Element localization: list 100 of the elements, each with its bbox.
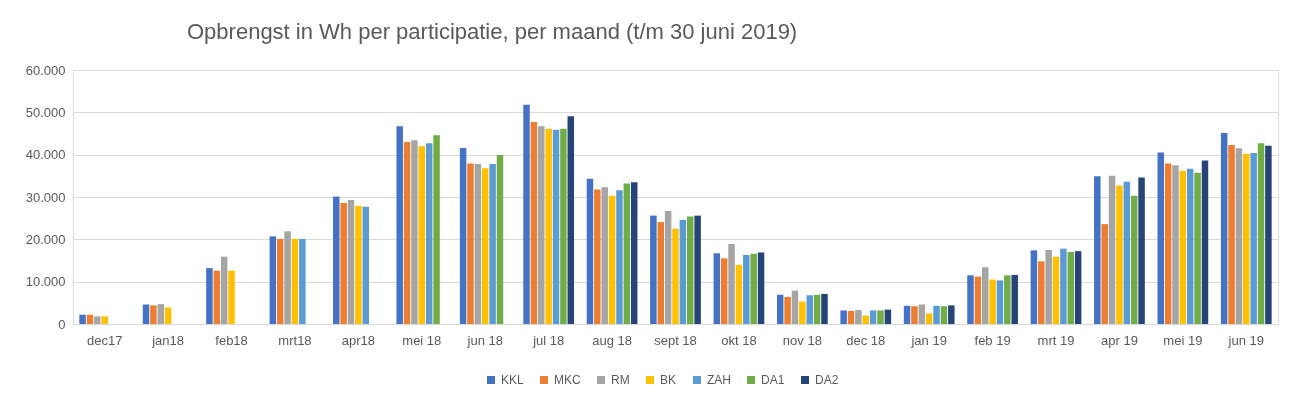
bar (840, 310, 847, 324)
bar (347, 199, 355, 324)
bar (299, 238, 306, 324)
bar (459, 147, 467, 324)
bar (623, 183, 631, 324)
bar (213, 270, 221, 324)
y-tick-label: 50.000 (25, 104, 66, 120)
bar (418, 146, 426, 324)
bar (791, 290, 799, 324)
bar (1187, 168, 1194, 324)
bar (728, 243, 735, 324)
bar (552, 129, 560, 324)
legend-label: RM (611, 373, 630, 387)
bar (425, 143, 433, 324)
bar (608, 195, 616, 324)
bar (694, 215, 701, 324)
legend-label: DA2 (815, 373, 839, 387)
bar (1179, 170, 1187, 324)
bar (206, 268, 213, 324)
bar (616, 190, 623, 324)
bar (467, 163, 474, 324)
bar (1116, 185, 1123, 324)
bar (933, 305, 940, 324)
bar (743, 255, 750, 324)
bar (757, 252, 765, 324)
legend-label: DA1 (761, 373, 785, 387)
bar (672, 228, 679, 324)
x-tick-label: jul 18 (532, 332, 565, 348)
x-tick-label: feb18 (215, 332, 248, 348)
bar (630, 182, 638, 324)
bar (496, 155, 504, 324)
bar (776, 294, 784, 324)
bar (94, 316, 101, 324)
x-tick-label: sept 18 (654, 332, 697, 348)
x-tick-label: dec 18 (846, 332, 886, 348)
bar (1094, 176, 1101, 324)
bar (362, 206, 370, 324)
legend-label: KKL (501, 373, 525, 387)
bar (1074, 251, 1082, 324)
bar (918, 304, 926, 324)
bar (996, 280, 1004, 324)
y-tick-label: 40.000 (25, 147, 66, 163)
bar (813, 294, 821, 324)
bar (164, 307, 172, 324)
bar (1265, 145, 1272, 324)
bar (869, 310, 877, 324)
bar (538, 126, 545, 324)
bar (403, 141, 411, 324)
bar (981, 267, 989, 324)
bar (847, 310, 855, 324)
bar (474, 163, 482, 324)
bar (884, 309, 892, 324)
bar (720, 258, 728, 324)
bar (735, 264, 743, 324)
bar (433, 135, 440, 324)
bar (489, 163, 496, 324)
x-tick-label: jan18 (151, 332, 185, 348)
legend-label: ZAH (707, 373, 731, 387)
bar (925, 313, 933, 324)
bar (157, 304, 164, 324)
bar (523, 104, 530, 324)
x-tick-label: aug 18 (592, 332, 632, 348)
bar (974, 276, 982, 324)
y-tick-label: 10.000 (25, 274, 66, 290)
bar (1235, 148, 1243, 324)
bar (855, 310, 862, 324)
bar (1243, 153, 1250, 324)
legend-label: MKC (554, 373, 581, 387)
x-tick-label: jun 19 (1227, 332, 1264, 348)
bar (806, 295, 813, 324)
legend-label: BK (660, 373, 677, 387)
bar (799, 301, 806, 324)
y-tick-label: 60.000 (25, 62, 66, 78)
bar (1060, 248, 1067, 324)
bar (877, 310, 884, 324)
x-tick-label: mrt 19 (1037, 332, 1075, 348)
bar (411, 140, 418, 324)
bar (291, 238, 299, 324)
bar (333, 196, 340, 324)
bar (101, 316, 108, 324)
bar (586, 178, 594, 324)
bar (594, 189, 601, 324)
y-tick-label: 0 (58, 316, 66, 332)
bar (560, 128, 567, 324)
bar (713, 253, 721, 324)
x-tick-label: okt 18 (721, 332, 757, 348)
bar (1030, 250, 1038, 324)
bar (396, 126, 403, 324)
x-tick-label: mrt18 (278, 332, 312, 348)
bar (1201, 160, 1209, 324)
bar (1052, 256, 1060, 324)
bar (750, 253, 757, 324)
bar (1067, 252, 1075, 324)
x-tick-label: apr 19 (1101, 332, 1138, 348)
x-tick-label: dec17 (87, 332, 123, 348)
bar (1194, 172, 1201, 324)
bar (228, 270, 235, 324)
bar (1220, 133, 1228, 324)
y-tick-label: 30.000 (25, 189, 66, 205)
chart-title: Opbrengst in Wh per participatie, per maand (t/m 30 juni 2019) (187, 19, 798, 44)
